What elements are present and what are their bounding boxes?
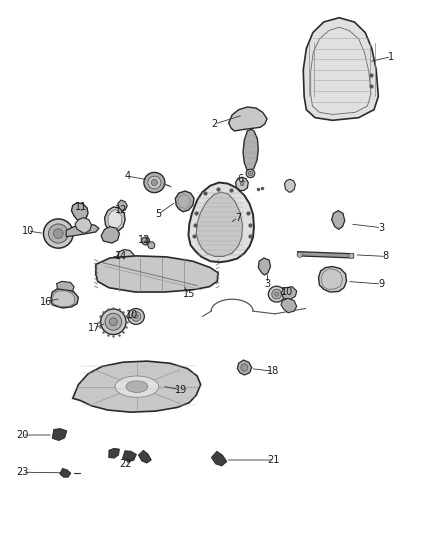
Polygon shape xyxy=(113,256,120,264)
Polygon shape xyxy=(303,18,378,120)
Ellipse shape xyxy=(241,364,248,371)
Ellipse shape xyxy=(275,292,279,296)
Ellipse shape xyxy=(110,318,117,326)
Ellipse shape xyxy=(246,169,255,177)
Ellipse shape xyxy=(248,171,253,175)
Ellipse shape xyxy=(144,172,165,192)
Polygon shape xyxy=(258,258,271,275)
Ellipse shape xyxy=(49,224,68,243)
Polygon shape xyxy=(138,450,151,463)
Text: 3: 3 xyxy=(378,223,385,233)
Text: 2: 2 xyxy=(212,119,218,129)
Text: 19: 19 xyxy=(174,385,187,395)
Ellipse shape xyxy=(148,176,161,189)
Text: 23: 23 xyxy=(16,467,29,477)
Ellipse shape xyxy=(297,252,302,257)
Ellipse shape xyxy=(349,253,354,259)
Polygon shape xyxy=(118,249,134,264)
Polygon shape xyxy=(105,207,125,232)
Polygon shape xyxy=(212,451,227,466)
Polygon shape xyxy=(318,266,346,292)
Ellipse shape xyxy=(268,286,285,302)
Polygon shape xyxy=(196,192,243,256)
Ellipse shape xyxy=(240,181,244,185)
Text: 10: 10 xyxy=(127,310,139,320)
Polygon shape xyxy=(229,107,267,131)
Polygon shape xyxy=(101,227,120,243)
Ellipse shape xyxy=(272,289,282,299)
Ellipse shape xyxy=(105,313,122,330)
Text: 11: 11 xyxy=(75,202,88,212)
Text: 16: 16 xyxy=(40,296,53,306)
Polygon shape xyxy=(66,224,99,237)
Polygon shape xyxy=(71,203,88,221)
Polygon shape xyxy=(60,469,71,477)
Text: 6: 6 xyxy=(238,174,244,184)
Text: 1: 1 xyxy=(389,52,395,61)
Text: 20: 20 xyxy=(16,430,29,440)
Ellipse shape xyxy=(151,179,157,185)
Polygon shape xyxy=(237,360,252,375)
Text: 5: 5 xyxy=(155,209,161,220)
Polygon shape xyxy=(51,289,78,308)
Polygon shape xyxy=(188,182,254,262)
Polygon shape xyxy=(281,287,297,300)
Text: 18: 18 xyxy=(268,366,280,376)
Polygon shape xyxy=(236,177,248,190)
Polygon shape xyxy=(332,211,345,229)
Polygon shape xyxy=(57,281,74,291)
Text: 15: 15 xyxy=(183,289,195,299)
Ellipse shape xyxy=(148,242,155,249)
Text: 3: 3 xyxy=(264,279,270,288)
Polygon shape xyxy=(73,361,201,412)
Ellipse shape xyxy=(142,237,150,245)
Ellipse shape xyxy=(43,219,73,248)
Text: 8: 8 xyxy=(383,252,389,261)
Ellipse shape xyxy=(128,309,145,325)
Ellipse shape xyxy=(115,376,159,397)
Text: 22: 22 xyxy=(119,459,131,469)
Text: 10: 10 xyxy=(281,287,293,297)
Polygon shape xyxy=(52,291,75,306)
Polygon shape xyxy=(118,200,127,211)
Polygon shape xyxy=(123,451,136,462)
Ellipse shape xyxy=(131,312,141,321)
Polygon shape xyxy=(281,298,297,313)
Polygon shape xyxy=(243,130,258,172)
Polygon shape xyxy=(75,217,92,233)
Text: 10: 10 xyxy=(21,226,34,236)
Ellipse shape xyxy=(101,309,126,335)
Ellipse shape xyxy=(126,381,148,392)
Text: 21: 21 xyxy=(267,455,280,465)
Text: 12: 12 xyxy=(115,205,127,215)
Polygon shape xyxy=(52,429,67,440)
Ellipse shape xyxy=(134,314,138,319)
Text: 13: 13 xyxy=(138,235,150,245)
Polygon shape xyxy=(109,448,119,458)
Text: 4: 4 xyxy=(124,171,131,181)
Polygon shape xyxy=(108,209,122,230)
Text: 14: 14 xyxy=(115,251,127,261)
Text: 9: 9 xyxy=(378,279,385,289)
Polygon shape xyxy=(297,252,353,258)
Polygon shape xyxy=(175,191,194,212)
Ellipse shape xyxy=(53,229,63,238)
Text: 17: 17 xyxy=(88,323,101,333)
Polygon shape xyxy=(285,179,295,192)
Text: 7: 7 xyxy=(235,213,241,223)
Polygon shape xyxy=(96,256,218,292)
